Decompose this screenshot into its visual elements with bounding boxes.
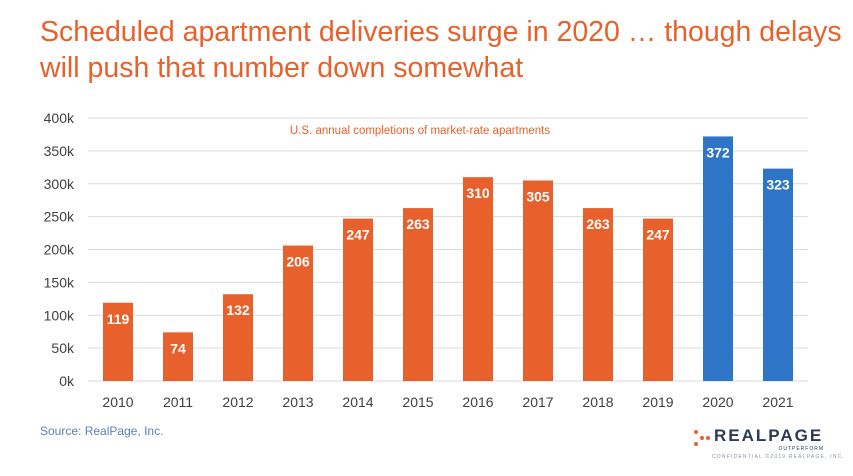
chart-title-line-2: will push that number down somewhat [40, 52, 524, 84]
data-label: 263 [406, 216, 430, 232]
bar [703, 136, 733, 381]
x-tick-label: 2014 [342, 394, 373, 410]
x-tick-label: 2016 [462, 394, 493, 410]
x-tick-label: 2020 [702, 394, 733, 410]
data-label: 119 [107, 311, 130, 327]
y-tick-label: 250k [44, 209, 75, 225]
y-tick-label: 200k [44, 242, 75, 258]
logo-tagline: OUTPERFORM [778, 446, 824, 452]
bars [103, 136, 793, 381]
source-note: Source: RealPage, Inc. [40, 424, 164, 438]
x-axis-ticks: 2010 2011 2012 2013 2014 2015 2016 2017 2018 2019… [102, 394, 793, 410]
chart-annotation: U.S. annual completions of market-rate a… [290, 125, 550, 137]
y-tick-label: 100k [44, 307, 75, 323]
confidential-note: CONFIDENTIAL ©2019 REALPAGE, INC. [712, 454, 846, 460]
bar [403, 208, 433, 381]
x-tick-label: 2021 [762, 394, 793, 410]
x-tick-label: 2011 [163, 394, 193, 410]
data-label: 74 [170, 340, 186, 356]
x-tick-label: 2013 [282, 394, 313, 410]
chart-title: Scheduled apartment deliveries surge in … [40, 14, 842, 86]
x-tick-label: 2010 [102, 394, 133, 410]
bar [343, 218, 373, 381]
x-tick-label: 2018 [582, 394, 613, 410]
gridlines [88, 117, 808, 382]
data-label: 206 [286, 254, 310, 270]
logo-brand: REALPAGE [714, 426, 824, 445]
data-label: 310 [466, 185, 490, 201]
bar [223, 294, 253, 381]
data-label: 263 [586, 216, 610, 232]
bar [643, 218, 673, 381]
bar [163, 332, 193, 381]
data-label: 323 [766, 177, 790, 193]
x-tick-label: 2015 [402, 394, 433, 410]
y-tick-label: 0k [59, 373, 75, 389]
bar [523, 180, 553, 381]
data-label: 132 [226, 302, 250, 318]
bar [463, 177, 493, 381]
data-label: 247 [346, 227, 370, 243]
logo-dots-icon [694, 430, 710, 446]
realpage-logo: REALPAGE OUTPERFORM CONFIDENTIAL ©2019 R… [692, 424, 844, 464]
y-tick-label: 400k [44, 110, 75, 126]
y-tick-label: 50k [51, 340, 75, 356]
x-tick-label: 2017 [522, 394, 553, 410]
y-tick-label: 300k [44, 176, 75, 192]
bar [283, 245, 313, 381]
data-label: 372 [706, 144, 730, 160]
data-labels: 119 74 132 206 247 263 310 305 263 247 372 323 [107, 144, 790, 356]
y-tick-label: 350k [44, 143, 75, 159]
y-tick-label: 150k [44, 274, 75, 290]
bar [763, 168, 793, 381]
bar [583, 208, 613, 381]
chart-title-line-1: Scheduled apartment deliveries surge in … [40, 16, 842, 48]
data-label: 247 [646, 227, 670, 243]
x-tick-label: 2012 [222, 394, 253, 410]
data-label: 305 [526, 188, 550, 204]
bar [103, 302, 133, 381]
y-axis-ticks: 0k 50k 100k 150k 200k 250k 300k 350k 400k [44, 110, 75, 389]
x-tick-label: 2019 [642, 394, 673, 410]
